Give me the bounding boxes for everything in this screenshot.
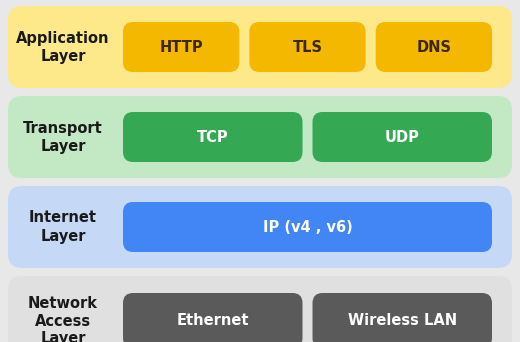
Text: TCP: TCP — [197, 130, 229, 145]
Text: UDP: UDP — [385, 130, 420, 145]
Text: Wireless LAN: Wireless LAN — [348, 313, 457, 328]
FancyBboxPatch shape — [249, 22, 366, 72]
Text: Transport
Layer: Transport Layer — [23, 120, 103, 154]
FancyBboxPatch shape — [123, 293, 303, 342]
FancyBboxPatch shape — [123, 202, 492, 252]
Text: Network
Access
Layer: Network Access Layer — [28, 295, 98, 342]
FancyBboxPatch shape — [8, 276, 512, 342]
FancyBboxPatch shape — [313, 293, 492, 342]
FancyBboxPatch shape — [8, 96, 512, 178]
FancyBboxPatch shape — [123, 22, 239, 72]
Text: Internet
Layer: Internet Layer — [29, 210, 97, 244]
FancyBboxPatch shape — [8, 6, 512, 88]
Text: TLS: TLS — [292, 39, 322, 54]
Text: Ethernet: Ethernet — [176, 313, 249, 328]
FancyBboxPatch shape — [8, 186, 512, 268]
Text: Application
Layer: Application Layer — [16, 30, 110, 64]
Text: DNS: DNS — [417, 39, 451, 54]
FancyBboxPatch shape — [123, 112, 303, 162]
Text: IP (v4 , v6): IP (v4 , v6) — [263, 220, 353, 235]
FancyBboxPatch shape — [375, 22, 492, 72]
FancyBboxPatch shape — [313, 112, 492, 162]
Text: HTTP: HTTP — [159, 39, 203, 54]
